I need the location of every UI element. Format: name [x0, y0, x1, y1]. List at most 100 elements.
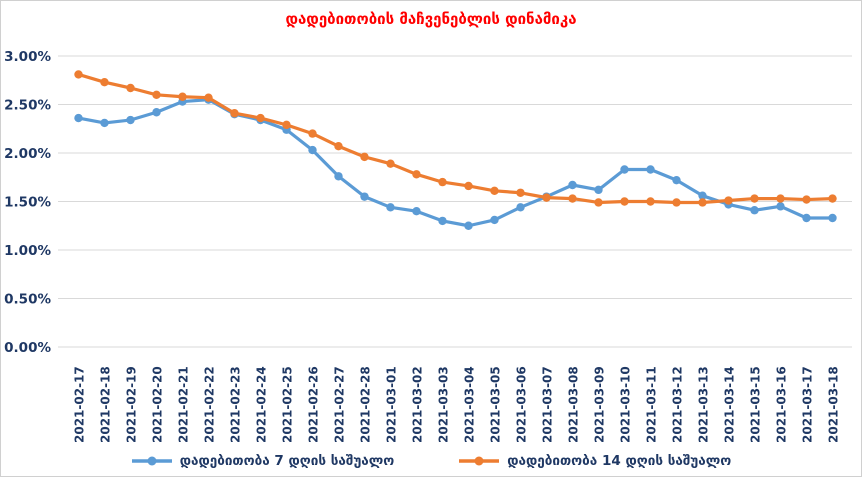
data-point-14day: [646, 197, 655, 206]
data-point-14day: [568, 194, 577, 203]
data-point-14day: [542, 193, 551, 202]
x-axis-tick-label: 2021-03-09: [593, 366, 607, 443]
data-point-14day: [204, 93, 213, 102]
x-axis-tick-label: 2021-02-26: [307, 366, 321, 443]
x-axis-tick-label: 2021-03-10: [619, 366, 633, 443]
legend-point-7day: [147, 456, 157, 466]
data-point-7day: [334, 172, 343, 181]
y-axis-tick-label: 1.00%: [4, 243, 51, 259]
data-point-7day: [646, 165, 655, 174]
y-axis-tick-label: 2.00%: [4, 146, 51, 162]
x-axis-tick-label: 2021-02-28: [359, 366, 373, 443]
data-point-14day: [256, 113, 265, 123]
data-point-7day: [672, 175, 681, 185]
y-axis-tick-label: 0.00%: [4, 340, 51, 356]
data-point-14day: [126, 83, 135, 93]
x-axis-tick-label: 2021-03-07: [541, 366, 555, 443]
x-axis-tick-label: 2021-02-22: [203, 366, 217, 443]
data-point-14day: [724, 196, 733, 205]
x-axis-tick-label: 2021-02-25: [281, 366, 295, 443]
x-axis-tick-label: 2021-03-01: [385, 366, 399, 443]
data-point-7day: [698, 191, 707, 200]
y-axis-tick-label: 1.50%: [4, 195, 51, 211]
x-axis-tick-label: 2021-03-17: [801, 366, 815, 443]
data-point-14day: [750, 194, 759, 203]
data-point-7day: [152, 108, 161, 117]
y-axis-tick-label: 2.50%: [4, 98, 51, 114]
data-point-7day: [828, 213, 837, 223]
data-point-14day: [230, 109, 239, 118]
x-axis-tick-label: 2021-02-17: [73, 366, 87, 443]
data-point-7day: [776, 202, 785, 211]
x-axis-tick-label: 2021-02-18: [99, 366, 113, 443]
x-axis-tick-label: 2021-03-02: [411, 366, 425, 443]
x-axis-tick-label: 2021-03-08: [567, 366, 581, 443]
data-point-7day: [100, 118, 109, 128]
data-point-14day: [776, 194, 785, 203]
data-point-7day: [126, 115, 135, 125]
x-axis-tick-label: 2021-03-05: [489, 366, 503, 443]
data-point-7day: [568, 180, 577, 190]
data-point-14day: [360, 152, 369, 162]
x-axis-tick-label: 2021-03-15: [749, 366, 763, 443]
data-point-14day: [594, 198, 603, 207]
data-point-14day: [412, 170, 421, 179]
data-point-14day: [74, 70, 83, 79]
chart-legend: დადებითობა 7 დღის საშუალო დადებითობა 14 …: [1, 453, 861, 469]
x-axis-tick-label: 2021-02-19: [125, 366, 139, 443]
data-point-14day: [672, 198, 681, 207]
data-point-14day: [464, 181, 473, 191]
data-point-14day: [178, 92, 187, 101]
x-axis-tick-label: 2021-03-03: [437, 366, 451, 443]
data-point-14day: [620, 197, 629, 206]
data-point-14day: [282, 120, 291, 130]
data-point-14day: [490, 186, 499, 196]
data-point-7day: [74, 113, 83, 123]
data-point-14day: [100, 77, 109, 87]
legend-label-7day: დადებითობა 7 დღის საშუალო: [179, 453, 395, 469]
data-point-7day: [464, 221, 473, 230]
data-point-7day: [412, 207, 421, 216]
legend-item-7day-average: დადებითობა 7 დღის საშუალო: [131, 453, 395, 469]
x-axis-tick-label: 2021-02-23: [229, 366, 243, 443]
data-point-7day: [620, 165, 629, 174]
x-axis-tick-label: 2021-03-11: [645, 366, 659, 443]
y-axis-tick-label: 3.00%: [4, 49, 51, 65]
data-point-7day: [490, 215, 499, 225]
data-point-7day: [438, 216, 447, 226]
data-point-7day: [386, 203, 395, 212]
legend-marker-7day-icon: [131, 456, 172, 466]
chart-title: დადებითობის მაჩვენებლის დინამიკა: [285, 10, 577, 28]
x-axis-tick-label: 2021-03-14: [723, 366, 737, 443]
data-point-14day: [802, 195, 811, 204]
legend-marker-14day-icon: [459, 456, 500, 466]
x-axis-tick-label: 2021-02-24: [255, 366, 269, 443]
data-point-7day: [360, 192, 369, 201]
data-point-14day: [152, 90, 161, 100]
data-point-7day: [750, 206, 759, 215]
x-axis-tick-label: 2021-03-12: [671, 366, 685, 443]
series-line-14day: [76, 72, 835, 205]
x-axis-tick-label: 2021-03-18: [827, 366, 841, 443]
legend-point-14day: [474, 456, 484, 466]
data-point-7day: [516, 203, 525, 212]
data-point-14day: [308, 129, 317, 138]
x-axis-tick-label: 2021-02-21: [177, 366, 191, 443]
x-axis-tick-label: 2021-03-04: [463, 366, 477, 443]
data-point-14day: [334, 142, 343, 151]
x-axis-tick-label: 2021-03-13: [697, 366, 711, 443]
legend-label-14day: დადებითობა 14 დღის საშუალო: [507, 453, 732, 469]
data-point-14day: [698, 198, 707, 207]
data-point-7day: [308, 145, 317, 155]
x-axis-tick-label: 2021-03-16: [775, 366, 789, 443]
data-point-14day: [516, 188, 525, 197]
x-axis-tick-label: 2021-03-06: [515, 366, 529, 443]
data-point-14day: [386, 159, 395, 168]
data-point-7day: [594, 185, 603, 195]
data-point-7day: [802, 213, 811, 223]
data-point-14day: [828, 194, 837, 203]
legend-item-14day-average: დადებითობა 14 დღის საშუალო: [458, 453, 731, 469]
series-line-7day: [76, 98, 835, 228]
x-axis-tick-label: 2021-02-27: [333, 366, 347, 443]
